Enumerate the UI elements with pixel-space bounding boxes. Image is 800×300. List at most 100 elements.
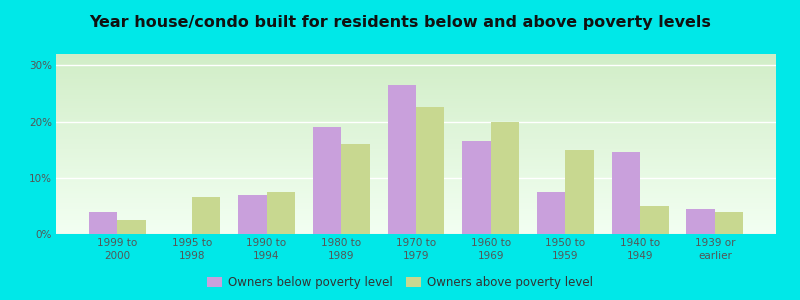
Bar bbox=[56, 162, 776, 164]
Bar bbox=[56, 214, 776, 216]
Bar bbox=[56, 83, 776, 85]
Bar bbox=[56, 94, 776, 95]
Bar bbox=[56, 77, 776, 79]
Bar bbox=[56, 167, 776, 169]
Bar bbox=[56, 137, 776, 139]
Bar bbox=[56, 194, 776, 196]
Bar bbox=[56, 173, 776, 175]
Bar bbox=[56, 79, 776, 81]
Bar bbox=[56, 122, 776, 124]
Bar bbox=[56, 230, 776, 232]
Bar bbox=[686, 209, 715, 234]
Bar bbox=[56, 223, 776, 225]
Bar bbox=[56, 169, 776, 171]
Bar bbox=[56, 187, 776, 189]
Bar bbox=[56, 157, 776, 158]
Bar bbox=[56, 103, 776, 104]
Bar bbox=[56, 229, 776, 230]
Bar bbox=[56, 209, 776, 211]
Bar bbox=[56, 184, 776, 185]
Bar bbox=[56, 191, 776, 193]
Bar bbox=[56, 58, 776, 59]
Bar bbox=[56, 95, 776, 97]
Bar bbox=[566, 150, 594, 234]
Bar bbox=[56, 90, 776, 92]
Bar bbox=[56, 218, 776, 220]
Bar bbox=[56, 176, 776, 178]
Bar bbox=[56, 205, 776, 207]
Bar bbox=[56, 115, 776, 117]
Bar bbox=[56, 207, 776, 209]
Bar bbox=[56, 153, 776, 155]
Bar bbox=[56, 171, 776, 173]
Bar bbox=[56, 131, 776, 133]
Bar bbox=[342, 144, 370, 234]
Bar bbox=[56, 110, 776, 112]
Bar bbox=[56, 126, 776, 128]
Text: Year house/condo built for residents below and above poverty levels: Year house/condo built for residents bel… bbox=[89, 15, 711, 30]
Bar bbox=[56, 67, 776, 68]
Bar bbox=[56, 117, 776, 119]
Bar bbox=[56, 88, 776, 90]
Bar bbox=[117, 220, 146, 234]
Bar bbox=[56, 121, 776, 122]
Bar bbox=[56, 97, 776, 99]
Bar bbox=[89, 212, 117, 234]
Bar bbox=[313, 127, 342, 234]
Bar bbox=[266, 192, 295, 234]
Bar bbox=[56, 212, 776, 214]
Bar bbox=[56, 193, 776, 194]
Bar bbox=[56, 175, 776, 176]
Bar bbox=[56, 148, 776, 149]
Bar bbox=[56, 74, 776, 76]
Bar bbox=[56, 81, 776, 83]
Bar bbox=[56, 106, 776, 108]
Bar bbox=[56, 203, 776, 205]
Bar bbox=[56, 158, 776, 160]
Bar bbox=[56, 85, 776, 86]
Bar bbox=[238, 195, 266, 234]
Bar bbox=[56, 225, 776, 227]
Legend: Owners below poverty level, Owners above poverty level: Owners below poverty level, Owners above… bbox=[205, 273, 595, 291]
Bar bbox=[56, 59, 776, 61]
Bar bbox=[56, 211, 776, 212]
Bar bbox=[56, 65, 776, 67]
Bar bbox=[56, 92, 776, 94]
Bar bbox=[56, 86, 776, 88]
Bar bbox=[56, 166, 776, 167]
Bar bbox=[56, 133, 776, 135]
Bar bbox=[56, 146, 776, 148]
Bar bbox=[56, 128, 776, 130]
Bar bbox=[490, 122, 519, 234]
Bar bbox=[56, 130, 776, 131]
Bar bbox=[56, 76, 776, 77]
Bar bbox=[640, 206, 669, 234]
Bar bbox=[56, 202, 776, 203]
Bar bbox=[462, 141, 490, 234]
Bar bbox=[56, 155, 776, 157]
Bar bbox=[416, 107, 444, 234]
Bar bbox=[56, 72, 776, 74]
Bar bbox=[56, 151, 776, 153]
Bar bbox=[388, 85, 416, 234]
Bar bbox=[56, 68, 776, 70]
Bar bbox=[56, 142, 776, 144]
Bar bbox=[56, 119, 776, 121]
Bar bbox=[56, 63, 776, 65]
Bar bbox=[56, 56, 776, 58]
Bar bbox=[192, 197, 220, 234]
Bar bbox=[56, 99, 776, 101]
Bar bbox=[56, 149, 776, 151]
Bar bbox=[56, 178, 776, 180]
Bar bbox=[56, 135, 776, 137]
Bar bbox=[56, 70, 776, 72]
Bar bbox=[56, 185, 776, 187]
Bar bbox=[56, 221, 776, 223]
Bar bbox=[56, 196, 776, 198]
Bar bbox=[56, 61, 776, 63]
Bar bbox=[56, 198, 776, 200]
Bar bbox=[56, 112, 776, 113]
Bar bbox=[56, 144, 776, 146]
Bar bbox=[56, 140, 776, 142]
Bar bbox=[56, 180, 776, 182]
